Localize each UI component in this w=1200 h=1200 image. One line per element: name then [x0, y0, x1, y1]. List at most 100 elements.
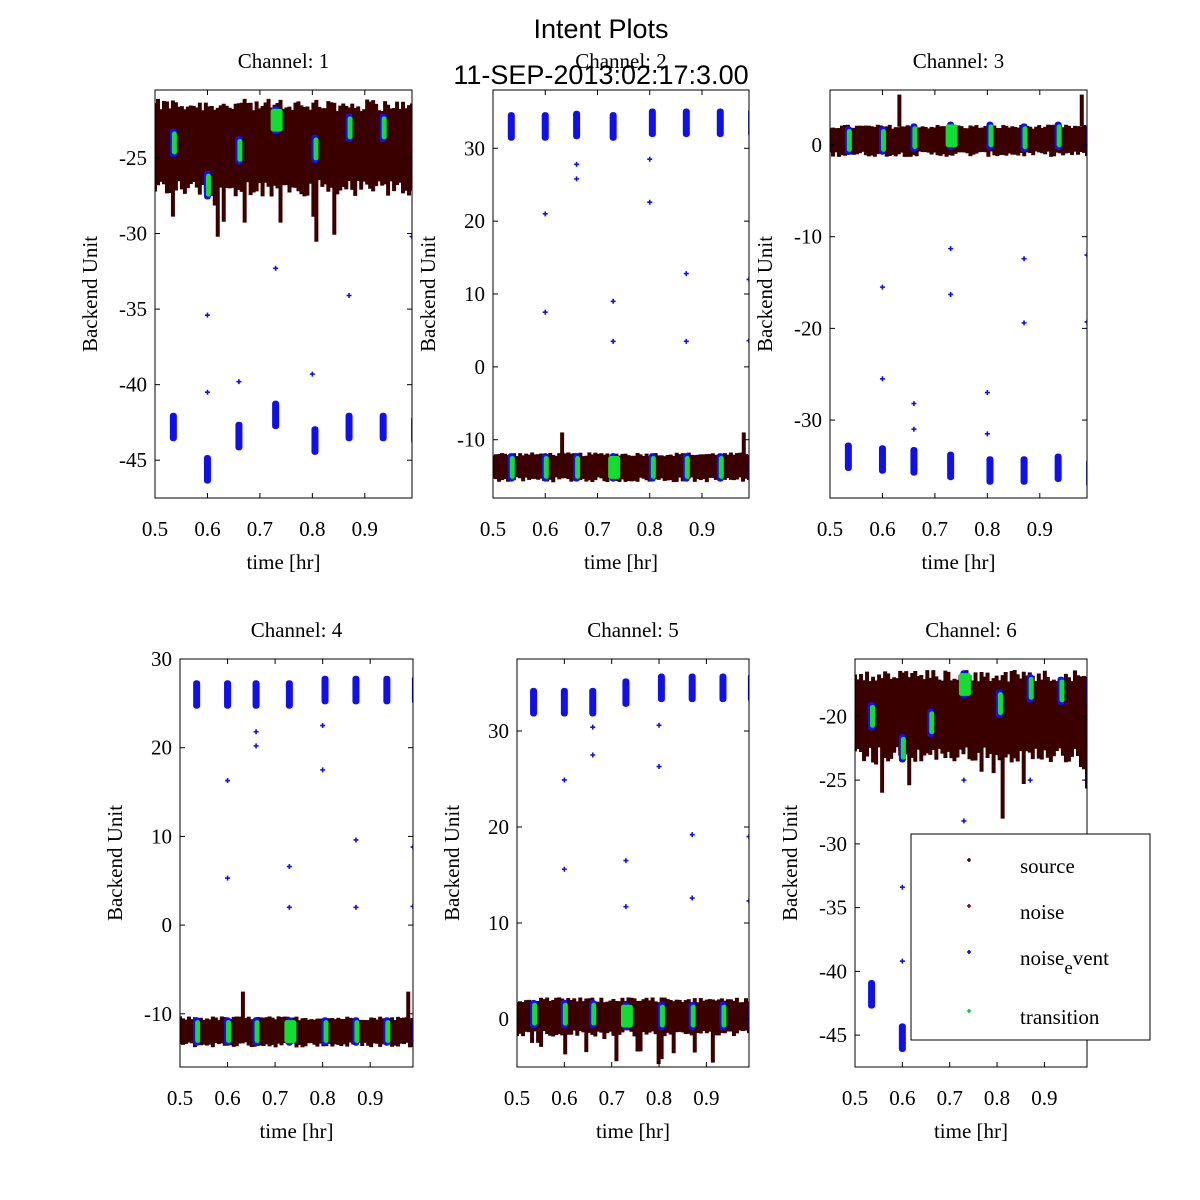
noise-event-outlier: [590, 752, 596, 758]
noise-event-outlier: [911, 401, 917, 407]
noise-event-outlier: [623, 904, 629, 910]
y-axis-label: Backend Unit: [440, 805, 464, 921]
transition-cluster: [284, 1020, 297, 1043]
legend-box: [910, 833, 1151, 1041]
x-tick-label: 0.6: [532, 517, 558, 541]
x-tick-label: 0.8: [637, 517, 663, 541]
noise-event-outlier: [204, 389, 210, 395]
transition-cluster: [721, 1004, 727, 1028]
noise-event-outlier: [410, 844, 413, 850]
transition-cluster: [912, 126, 918, 150]
y-tick-label: -10: [144, 1002, 172, 1026]
x-tick-label: 0.5: [504, 1086, 530, 1110]
plot-area: [155, 98, 412, 484]
noise-event-outlier: [346, 293, 352, 299]
x-tick-label: 0.6: [214, 1086, 240, 1110]
legend-label: noise: [1020, 900, 1064, 924]
noise-event-cluster: [193, 680, 201, 709]
noise-event-outlier: [899, 958, 905, 964]
series-transition: [195, 1020, 391, 1043]
noise-event-cluster: [169, 412, 177, 442]
noise-event-outlier: [879, 284, 885, 290]
noise-event-cluster: [589, 687, 597, 717]
noise-event-cluster: [530, 687, 538, 717]
axes-layer: 0.5 0.6 0.7 0.8 0.9 -45 -40 -35 -30 -25 Channel: 1…: [78, 49, 1088, 1143]
y-tick-label: 0: [499, 1007, 510, 1031]
axes-frame: [829, 89, 1088, 499]
transition-cluster: [659, 1004, 665, 1028]
noise-event-outlier: [610, 338, 616, 344]
figure-title-line2: 11-SEP-2013:02:17:3.00: [453, 60, 748, 90]
y-tick-label: -35: [119, 297, 147, 321]
transition-cluster: [650, 455, 656, 479]
plot-area: [517, 673, 749, 1065]
noise-event-cluster: [321, 675, 329, 705]
subplot-channel-2: 0.5 0.6 0.7 0.8 0.9 -10 0 10 20 30 Channel: 2 time …: [416, 49, 750, 574]
transition-cluster: [718, 455, 724, 479]
transition-cluster: [509, 455, 515, 479]
legend-marker-noise-event: [967, 950, 971, 954]
noise-event-outlier: [1084, 252, 1087, 258]
noise-event-outlier: [574, 161, 580, 167]
transition-cluster: [620, 1004, 633, 1028]
noise-event-cluster: [657, 673, 665, 703]
y-tick-label: -35: [819, 896, 847, 920]
x-tick-label: 0.9: [693, 1086, 719, 1110]
noise-event-cluster: [1020, 456, 1028, 485]
x-tick-label: 0.7: [262, 1086, 288, 1110]
y-axis-label: Backend Unit: [416, 236, 440, 352]
x-tick-label: 0.8: [984, 1086, 1010, 1110]
legend-marker-transition: [967, 1009, 971, 1013]
x-tick-label: 0.8: [974, 517, 1000, 541]
x-tick-label: 0.5: [480, 517, 506, 541]
noise-event-cluster: [844, 442, 852, 472]
noise-event-cluster: [507, 112, 515, 141]
transition-cluster: [381, 116, 387, 140]
y-tick-label: 20: [464, 209, 485, 233]
transition-cluster: [313, 137, 319, 161]
transition-cluster: [226, 1020, 232, 1043]
noise-event-cluster: [379, 412, 387, 442]
noise-event-cluster: [560, 687, 568, 717]
noise-event-cluster: [541, 112, 549, 141]
transition-cluster: [958, 673, 971, 696]
noise-event-outlier: [320, 767, 326, 773]
noise-event-outlier: [984, 390, 990, 396]
subplot-title: Channel: 5: [587, 618, 679, 642]
x-tick-label: 0.5: [167, 1086, 193, 1110]
noise-event-cluster: [272, 400, 280, 430]
x-tick-label: 0.9: [352, 517, 378, 541]
noise-event-outlier: [647, 199, 653, 205]
transition-cluster: [846, 129, 852, 152]
noise-event-outlier: [590, 724, 596, 730]
x-tick-label: 0.8: [646, 1086, 672, 1110]
subplot-title: Channel: 1: [238, 49, 330, 73]
x-tick-label: 0.7: [247, 517, 273, 541]
y-axis-label: Backend Unit: [778, 805, 802, 921]
x-tick-label: 0.8: [310, 1086, 336, 1110]
noise-event-outlier: [561, 866, 567, 872]
transition-cluster: [1056, 124, 1062, 148]
x-tick-label: 0.7: [584, 517, 610, 541]
transition-cluster: [690, 1004, 696, 1028]
noise-event-cluster: [648, 108, 656, 138]
y-axis-label: Backend Unit: [753, 236, 777, 352]
transition-cluster: [1059, 679, 1065, 703]
transition-cluster: [1022, 126, 1028, 150]
noise-event-outlier: [746, 276, 749, 282]
x-axis-label: time [hr]: [921, 550, 995, 574]
noise-event-cluster: [682, 108, 690, 138]
x-tick-label: 0.9: [357, 1086, 383, 1110]
legend: source noise noiseevent transition: [910, 833, 1151, 1041]
x-tick-label: 0.9: [1027, 517, 1053, 541]
noise-event-cluster: [235, 421, 243, 451]
subplot-title: Channel: 6: [925, 618, 1017, 642]
noise-event-outlier: [410, 903, 413, 909]
noise-event-cluster: [719, 673, 727, 703]
y-tick-label: -10: [457, 428, 485, 452]
subplot-channel-5: 0.5 0.6 0.7 0.8 0.9 0 10 20 30 Channel: 5 time [hr…: [440, 618, 750, 1143]
y-tick-label: 30: [464, 136, 485, 160]
series-transition: [870, 673, 1065, 760]
plot-area: [493, 108, 749, 483]
